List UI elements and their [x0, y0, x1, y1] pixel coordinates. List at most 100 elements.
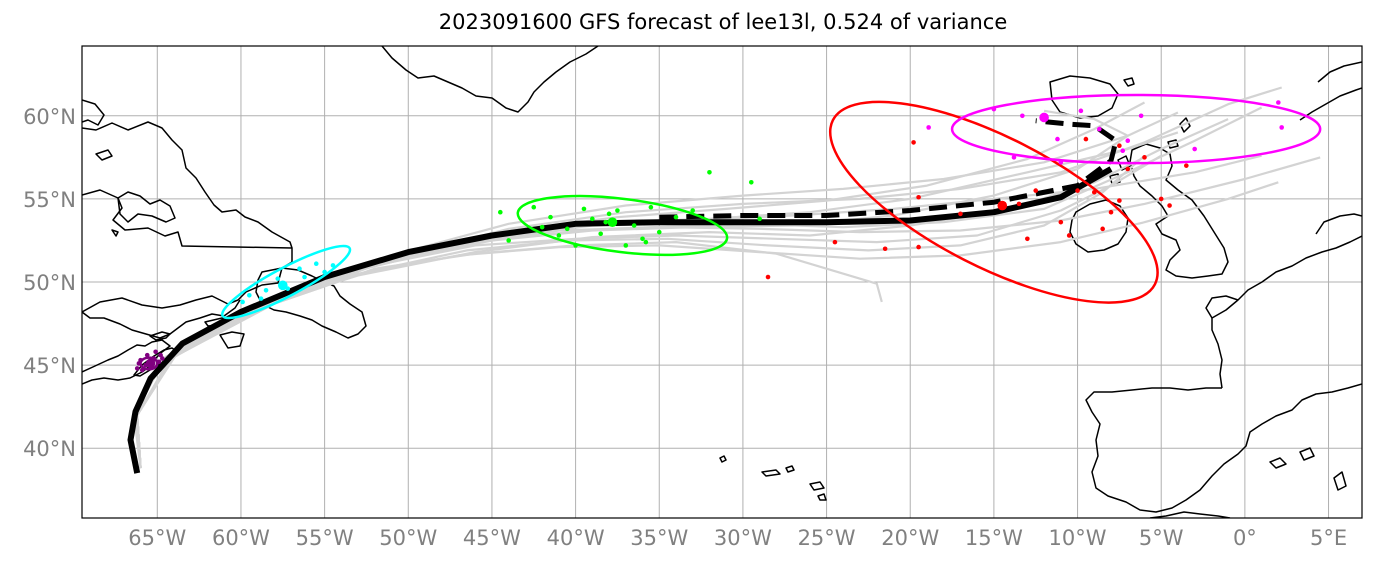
uncertainty-ellipse [221, 244, 352, 320]
lon-tick-label: 20°W [881, 526, 939, 550]
cluster-mean-point [1039, 112, 1049, 123]
ensemble-position-point [958, 211, 963, 217]
coastline-scandinavia [1317, 61, 1362, 83]
coastline-cape-breton [219, 331, 245, 349]
graticule [82, 46, 1362, 518]
ensemble-position-point [590, 216, 595, 222]
ensemble-position-point [1100, 226, 1105, 232]
ensemble-position-point [297, 266, 302, 272]
latitude-tick-labels: 60°N 55°N 50°N 45°N 40°N [23, 105, 76, 461]
coastline-hebrides [1109, 155, 1131, 185]
coastline-iceland [1049, 75, 1119, 119]
ensemble-position-point [1058, 160, 1064, 165]
coastline-pei [149, 331, 171, 341]
ensemble-position-point [911, 140, 916, 145]
cluster-group [498, 170, 762, 257]
ensemble-position-point [1125, 166, 1131, 172]
ensemble-position-point [1011, 155, 1017, 160]
cluster-group [221, 244, 352, 320]
ensemble-position-point [302, 274, 307, 280]
ensemble-position-point [134, 366, 140, 371]
ensemble-position-point [1117, 143, 1122, 149]
coastline-ungava [117, 191, 176, 223]
ensemble-position-point [581, 206, 587, 212]
uncertainty-ellipse [516, 194, 729, 257]
ensemble-position-point [832, 239, 838, 245]
lon-tick-label: 10°W [1049, 526, 1107, 550]
ensemble-position-point [623, 243, 629, 248]
longitude-tick-labels: 65°W 60°W 55°W 50°W 45°W 40°W 35°W 30°W 25°W 20°W… [128, 526, 1347, 550]
lat-tick-label: 60°N [23, 105, 76, 129]
uncertainty-ellipse [950, 93, 1322, 165]
uncertainty-ellipse [828, 100, 1159, 304]
ensemble-position-point [258, 296, 264, 301]
ensemble-position-point [615, 208, 620, 213]
coastline-north-africa [1149, 511, 1231, 518]
ensemble-position-point [926, 125, 931, 130]
ensemble-position-point [643, 239, 649, 245]
cluster-mean-point [277, 280, 288, 291]
lon-tick-label: 35°W [630, 526, 688, 550]
ensemble-position-point [564, 226, 570, 232]
coastline-great-britain [1129, 143, 1229, 279]
ensemble-position-point [506, 238, 511, 243]
ensemble-position-point [648, 204, 654, 210]
ensemble-position-point [263, 288, 269, 293]
ensemble-position-point [539, 224, 545, 230]
ensemble-position-point [656, 229, 662, 235]
cluster-group [926, 93, 1322, 165]
ensemble-position-point [1120, 148, 1126, 154]
ensemble-position-point [1058, 219, 1064, 225]
coastline-shetland [1179, 117, 1191, 133]
lat-tick-label: 45°N [23, 354, 76, 378]
lon-tick-label: 0° [1233, 526, 1257, 550]
lat-tick-label: 55°N [23, 188, 76, 212]
coastline-brittany [1205, 295, 1239, 319]
ensemble-position-point [144, 352, 150, 358]
ensemble-position-point [573, 243, 578, 248]
clusters [134, 93, 1322, 373]
ensemble-position-point [1020, 113, 1025, 119]
ensemble-position-point [1158, 196, 1164, 202]
ensemble-position-point [748, 179, 754, 185]
ensemble-position-point [640, 236, 645, 242]
ensemble-position-point [757, 216, 762, 222]
ensemble-position-point [1125, 138, 1131, 144]
cluster-mean-point [997, 200, 1008, 211]
ensemble-position-point [1016, 201, 1022, 207]
lon-tick-label: 55°W [296, 526, 354, 550]
ensemble-position-point [1108, 209, 1114, 215]
ensemble-position-point [556, 233, 562, 238]
ensemble-position-point [598, 231, 603, 237]
ensemble-position-point [1083, 136, 1089, 142]
coastline-europe [1211, 235, 1362, 389]
ensemble-position-point [330, 263, 336, 268]
ensemble-position-point [603, 219, 609, 225]
ensemble-position-point [1138, 113, 1144, 119]
mean-track-solid [127, 166, 1113, 474]
coastline-hudson-bay [82, 99, 105, 126]
coastline-mediterranean-islands [1269, 447, 1347, 491]
lon-tick-label: 15°W [965, 526, 1023, 550]
ensemble-position-point [1025, 236, 1030, 242]
map-title: 2023091600 GFS forecast of lee13l, 0.524… [438, 10, 1008, 34]
lon-tick-label: 40°W [547, 526, 605, 550]
lat-tick-label: 50°N [23, 271, 76, 295]
ensemble-position-point [1066, 233, 1072, 238]
coastline-north-america [82, 189, 293, 313]
lon-tick-label: 50°W [379, 526, 437, 550]
ensemble-position-point [1279, 125, 1284, 130]
ensemble-position-point [1184, 163, 1189, 168]
ensemble-position-point [631, 223, 637, 228]
ensemble-position-point [1033, 188, 1039, 193]
lon-tick-label: 5°W [1139, 526, 1184, 550]
ensemble-position-point [882, 246, 888, 252]
cluster-group [765, 100, 1189, 304]
ensemble-position-point [156, 359, 162, 365]
lon-tick-label: 65°W [128, 526, 186, 550]
ensemble-track [136, 154, 1146, 469]
ensemble-position-point [673, 214, 679, 220]
ensemble-position-point [1097, 126, 1102, 132]
ensemble-position-point [160, 356, 165, 361]
coastline-denmark [1315, 213, 1362, 235]
